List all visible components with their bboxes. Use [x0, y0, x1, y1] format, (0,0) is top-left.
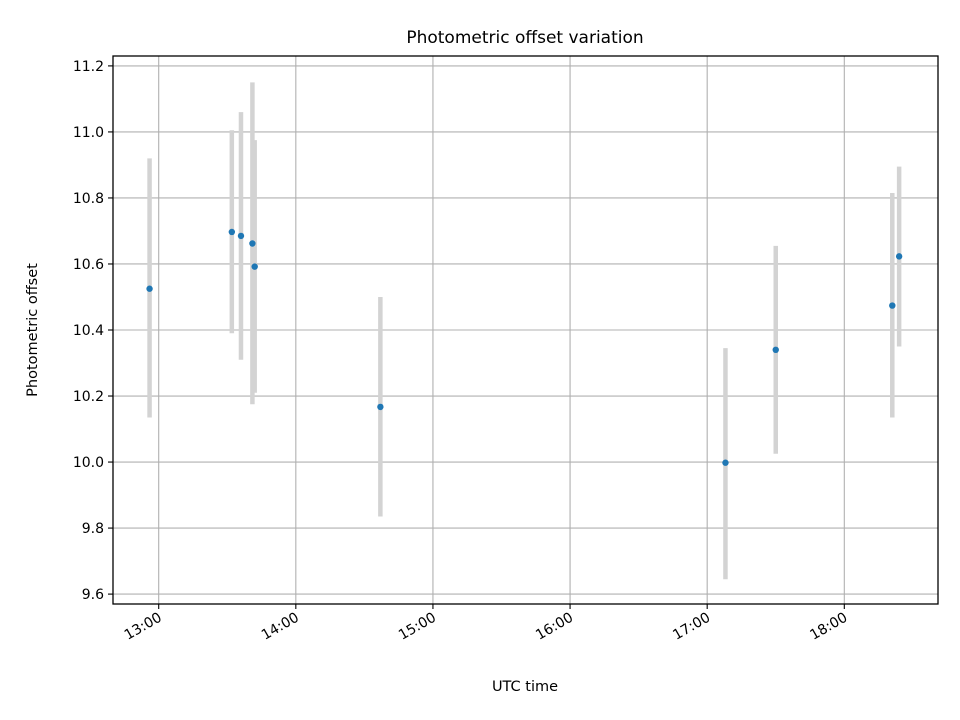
y-tick-label: 9.6	[82, 587, 104, 603]
data-point	[722, 459, 729, 466]
data-point	[228, 228, 236, 236]
data-point	[249, 240, 256, 247]
data-point	[889, 302, 896, 309]
data-point	[377, 403, 384, 411]
chart-title: Photometric offset variation	[406, 28, 643, 48]
data-point	[772, 346, 779, 354]
data-point	[251, 263, 258, 270]
y-tick-label: 11.0	[73, 125, 104, 141]
y-axis-label: Photometric offset	[25, 263, 41, 397]
y-tick-label: 11.2	[73, 59, 104, 75]
y-tick-label: 10.2	[73, 389, 104, 405]
y-tick-label: 10.4	[73, 323, 104, 339]
y-axis: 9.6 9.8 10.0 10.2 10.4 10.6 10.8 11.0 11.2	[73, 59, 113, 603]
x-axis-label: UTC time	[492, 679, 558, 695]
y-tick-label: 10.0	[73, 455, 104, 471]
data-point	[895, 253, 903, 260]
data-point	[237, 232, 245, 240]
y-tick-label: 10.8	[73, 191, 104, 207]
data-points	[146, 228, 903, 466]
y-tick-label: 9.8	[82, 521, 104, 537]
data-point	[146, 285, 153, 292]
y-tick-label: 10.6	[73, 257, 104, 273]
